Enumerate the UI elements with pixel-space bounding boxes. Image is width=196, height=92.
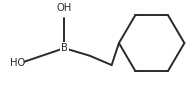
- Text: B: B: [61, 43, 68, 53]
- Text: HO: HO: [10, 58, 25, 68]
- Text: OH: OH: [57, 3, 72, 13]
